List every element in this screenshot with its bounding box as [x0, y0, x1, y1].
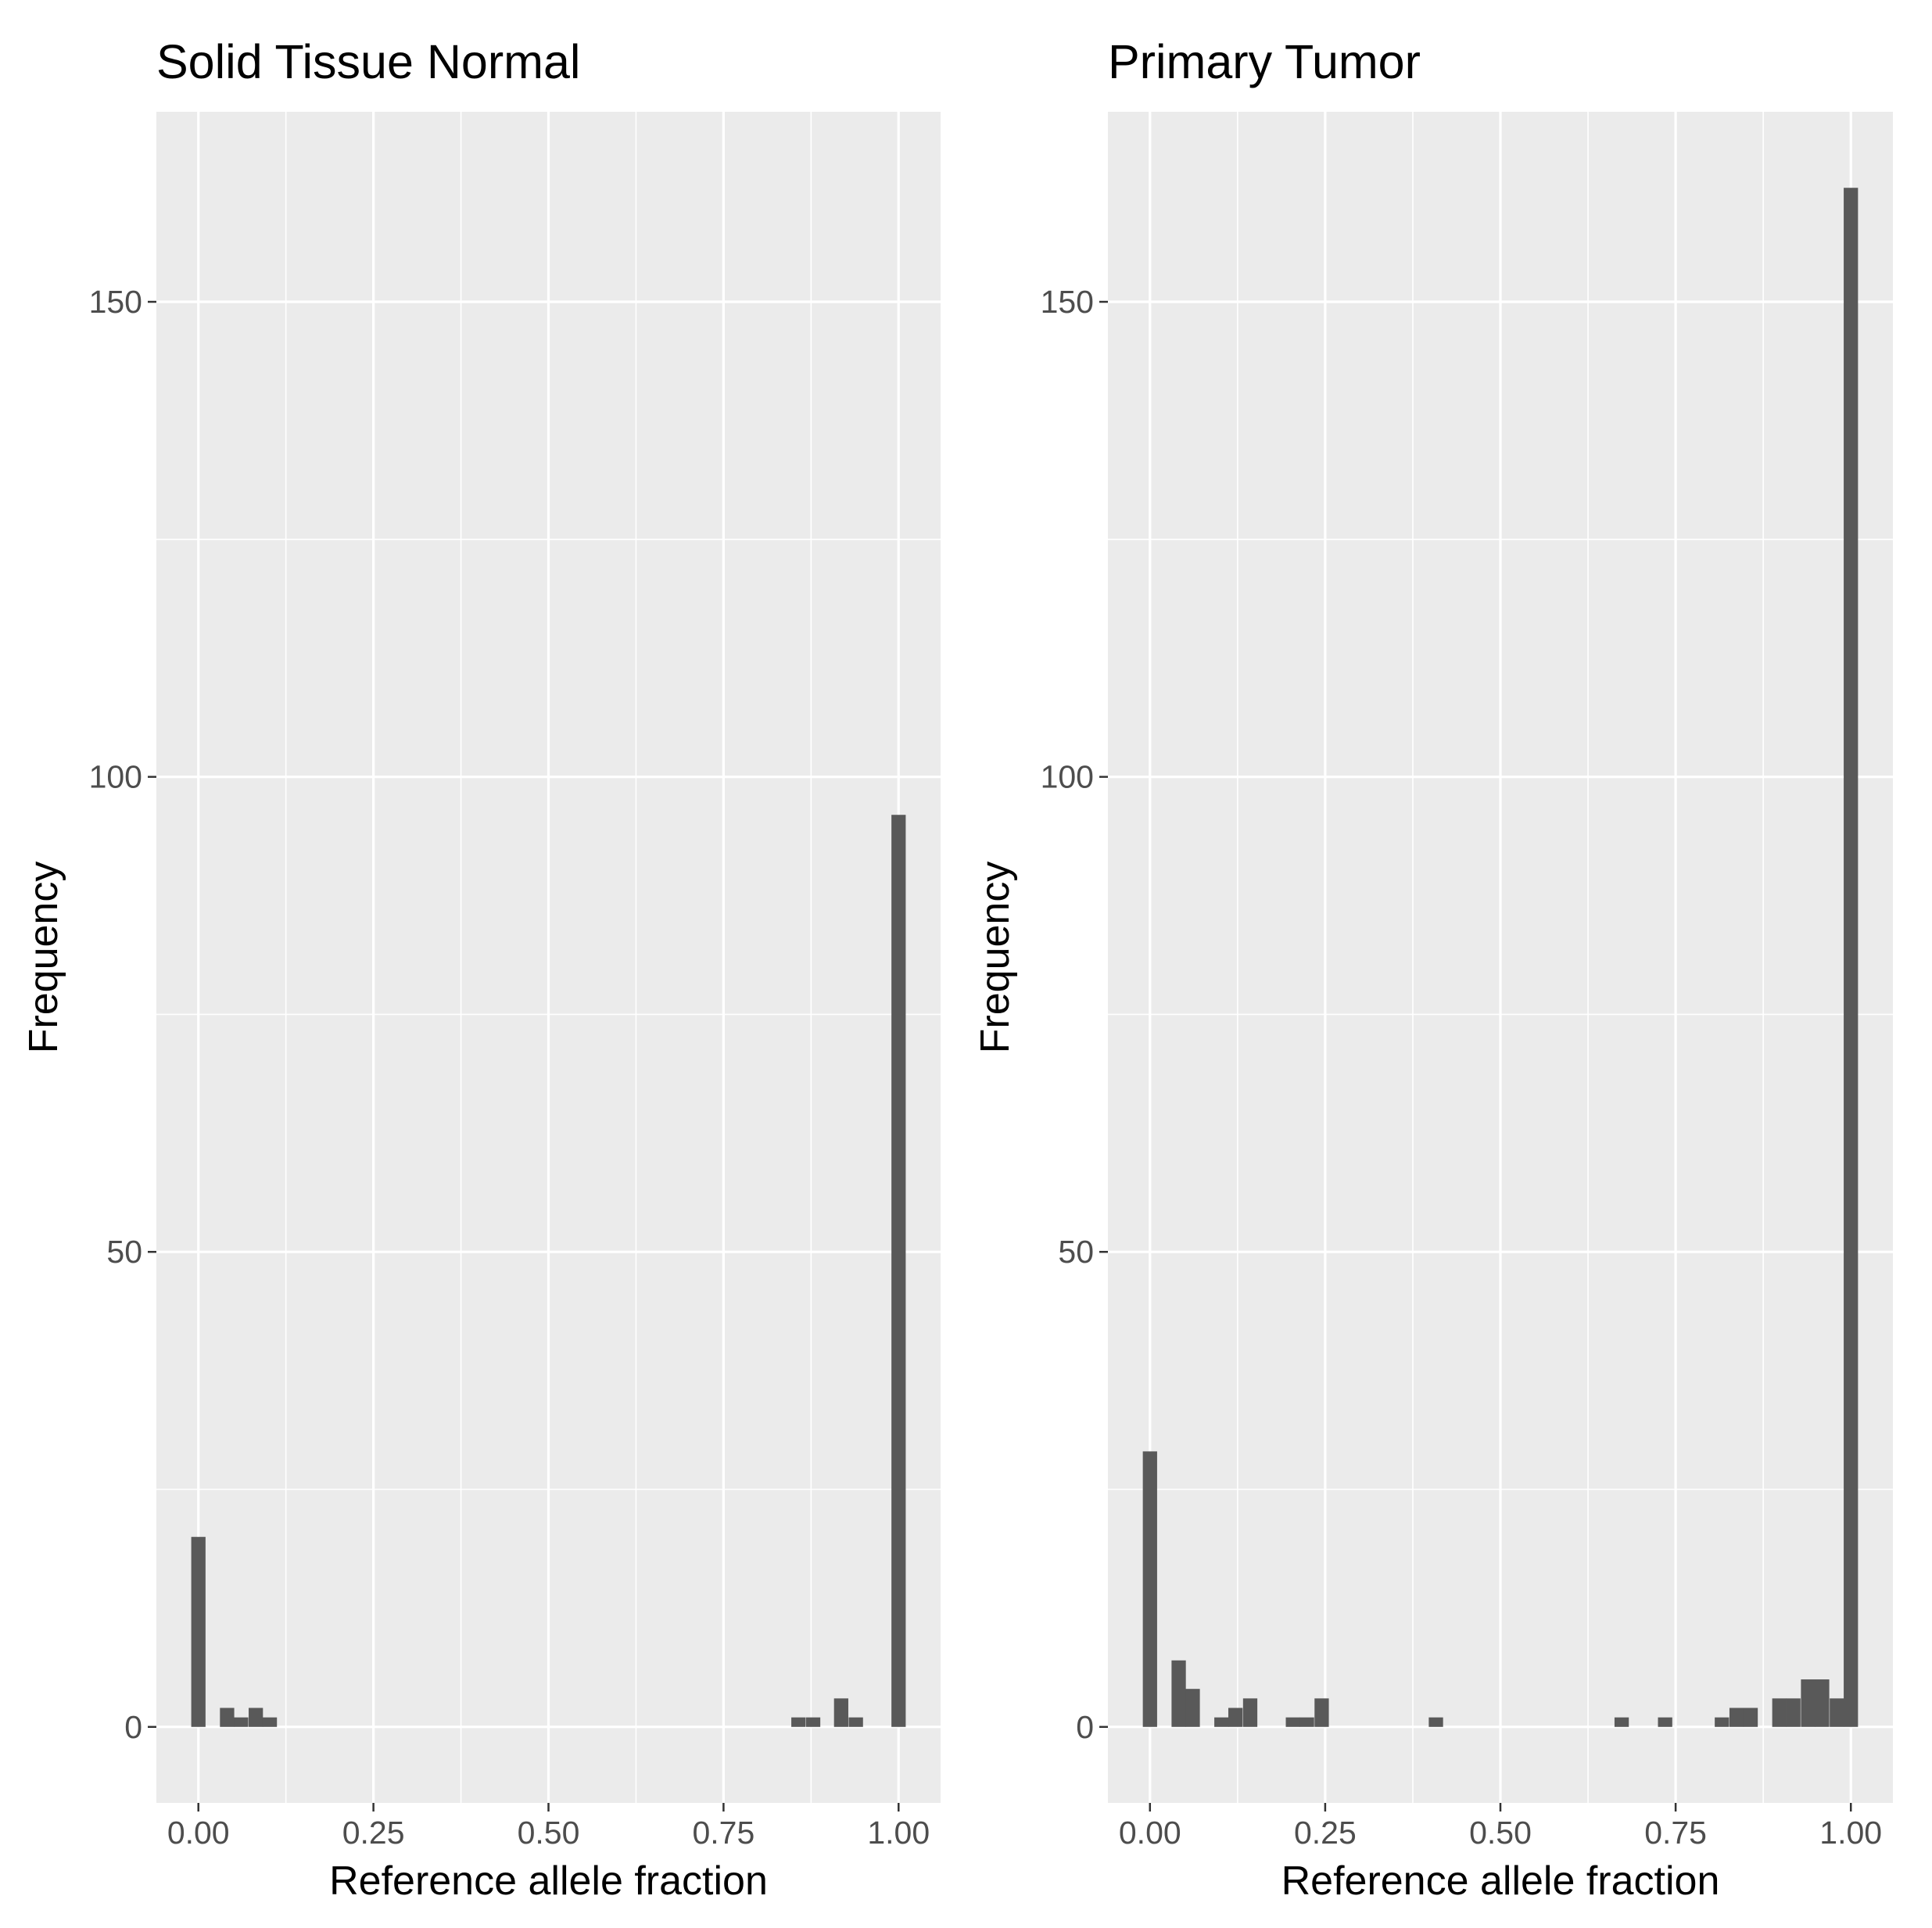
y-tick-label: 100 — [1041, 759, 1094, 795]
histogram-bar — [1142, 1451, 1157, 1727]
panel-title: Primary Tumor — [1108, 35, 1421, 88]
histogram-bar — [1428, 1717, 1443, 1727]
histogram-bar — [1228, 1708, 1243, 1727]
histogram-bar — [848, 1717, 863, 1727]
x-tick-label: 0.50 — [1469, 1815, 1532, 1851]
histogram-bar — [1171, 1660, 1186, 1727]
x-tick-label: 0.75 — [692, 1815, 755, 1851]
histogram-bar — [262, 1717, 278, 1727]
histogram-bar — [833, 1698, 848, 1727]
histogram-bar — [1830, 1698, 1844, 1727]
x-tick-label: 0.00 — [1119, 1815, 1181, 1851]
y-tick-label: 150 — [89, 284, 142, 320]
x-tick-label: 0.75 — [1644, 1815, 1707, 1851]
histogram-bar — [1658, 1717, 1672, 1727]
y-tick-label: 0 — [1076, 1709, 1094, 1745]
x-tick-label: 0.25 — [342, 1815, 405, 1851]
histogram-bar — [1844, 188, 1859, 1727]
histogram-bar — [1743, 1708, 1758, 1727]
histogram-bar — [791, 1717, 806, 1727]
histogram-bar — [1614, 1717, 1629, 1727]
histogram-bar — [1715, 1717, 1729, 1727]
y-tick-label: 0 — [124, 1709, 142, 1745]
histogram-bar — [249, 1708, 263, 1727]
histogram-bar — [1214, 1717, 1229, 1727]
x-tick-label: 0.00 — [167, 1815, 230, 1851]
histogram-bar — [1729, 1708, 1744, 1727]
x-axis: 0.00 0.25 0.50 0.75 1.00 — [1119, 1803, 1882, 1851]
histogram-bars — [1142, 188, 1859, 1727]
y-tick-label: 50 — [1058, 1234, 1094, 1270]
x-tick-label: 1.00 — [1819, 1815, 1882, 1851]
histogram-bar — [1815, 1679, 1830, 1727]
x-tick-label: 0.50 — [518, 1815, 580, 1851]
histogram-bar — [191, 1536, 206, 1727]
x-axis-title: Reference allele fraction — [1281, 1858, 1720, 1904]
x-axis-title: Reference allele fraction — [329, 1858, 768, 1904]
histogram-bar — [220, 1708, 235, 1727]
histogram-bar — [1285, 1717, 1300, 1727]
x-axis: 0.00 0.25 0.50 0.75 1.00 — [167, 1803, 930, 1851]
y-tick-label: 100 — [89, 759, 142, 795]
x-tick-label: 1.00 — [867, 1815, 930, 1851]
histogram-bar — [234, 1717, 249, 1727]
histogram-bar — [1314, 1698, 1329, 1727]
grid-lines — [156, 112, 941, 1803]
panel-solid-tissue-normal: Solid Tissue Normal 0.00 0.25 0.50 0.75 1.00… — [21, 35, 941, 1904]
y-axis: 0 50 100 150 — [89, 284, 156, 1745]
y-axis: 0 50 100 150 — [1041, 284, 1108, 1745]
histogram-bar — [891, 815, 906, 1727]
histogram-bar — [1772, 1698, 1787, 1727]
panel-primary-tumor: Primary Tumor 0.00 0.25 0.50 0.75 1.00 0 50 10… — [973, 35, 1893, 1904]
histogram-bar — [1185, 1689, 1200, 1727]
x-tick-label: 0.25 — [1294, 1815, 1357, 1851]
histogram-bar — [805, 1717, 821, 1727]
histogram-bars — [191, 815, 906, 1727]
histogram-bar — [1801, 1679, 1816, 1727]
panel-title: Solid Tissue Normal — [156, 35, 580, 88]
y-axis-title: Frequency — [21, 862, 66, 1054]
y-axis-title: Frequency — [973, 862, 1018, 1054]
y-tick-label: 50 — [106, 1234, 142, 1270]
histogram-bar — [1786, 1698, 1801, 1727]
y-tick-label: 150 — [1041, 284, 1094, 320]
histogram-bar — [1299, 1717, 1314, 1727]
histogram-bar — [1242, 1698, 1258, 1727]
